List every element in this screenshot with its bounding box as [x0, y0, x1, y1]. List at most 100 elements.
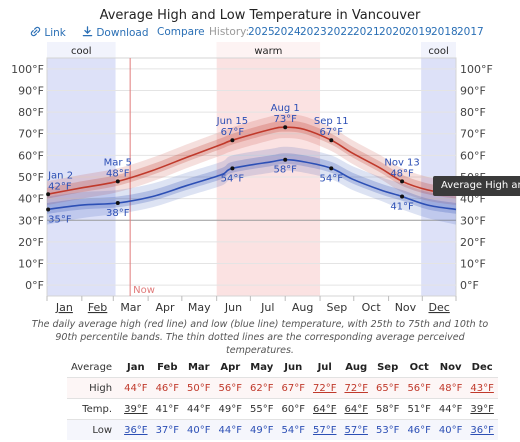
table-cell: 41°F [151, 398, 184, 420]
high-data-point [400, 179, 405, 184]
table-cell: 48°F [434, 377, 467, 399]
y-tick-label-left: 100°F [11, 63, 44, 76]
temperature-chart: cool warm cool 0°F 0°F 10°F 10°F 20°F 20°F 30°F 30… [11, 42, 493, 314]
table-cell: 58°F [371, 398, 404, 420]
table-cell: 57°F [340, 419, 372, 440]
tooltip: Average High and L [433, 176, 520, 196]
table-cell: 62°F [246, 377, 278, 399]
x-tick-label: Nov [395, 301, 417, 314]
year-link-2023[interactable]: 2023 [300, 26, 327, 38]
y-tick-label-right: 30°F [460, 214, 486, 227]
season-band [421, 42, 456, 296]
x-tick-label: Apr [155, 301, 175, 314]
table-cell: 40°F [434, 419, 467, 440]
chart-caption: The daily average high (red line) and lo… [31, 319, 489, 356]
year-link-2019[interactable]: 2019 [405, 26, 432, 38]
y-tick-label-left: 90°F [18, 84, 44, 97]
y-tick-label-right: 10°F [460, 258, 486, 271]
compare-button[interactable]: Compare [157, 26, 205, 38]
table-cell: 36°F [120, 419, 152, 440]
y-tick-label-right: 70°F [460, 128, 486, 141]
season-label-bg [421, 42, 456, 58]
low-series-line [46, 158, 457, 211]
x-tick-label: Jul [260, 301, 274, 314]
table-cell: 44°F [183, 398, 215, 420]
annotation-high-label: 42°F [48, 181, 72, 192]
table-cell: 37°F [151, 419, 184, 440]
y-tick-label-left: 40°F [18, 193, 44, 206]
y-tick-label-left: 10°F [18, 258, 44, 271]
x-tick-label: Aug [292, 301, 313, 314]
table-cell: 36°F [466, 419, 498, 440]
year-link-2020[interactable]: 2020 [379, 26, 406, 38]
annotation-low-label: 54°F [221, 173, 245, 184]
table-corner-label: Average [71, 361, 113, 373]
table-cell: 49°F [246, 419, 278, 440]
table-month-header: Apr [220, 361, 241, 373]
annotation-low-label: 54°F [320, 173, 344, 184]
chart-title: Average High and Low Temperature in Vanc… [99, 8, 421, 23]
table-cell: 67°F [277, 377, 309, 399]
year-link-2025[interactable]: 2025 [248, 26, 275, 38]
history-label: History: [209, 26, 250, 38]
year-link-2022[interactable]: 2022 [327, 26, 354, 38]
table-cell: 39°F [120, 398, 152, 420]
y-tick-label-right: 80°F [460, 106, 486, 119]
table-month-header: Feb [157, 361, 178, 373]
table-row-label: Temp. [67, 398, 121, 420]
x-tick-label: Sep [327, 301, 348, 314]
year-link-2017[interactable]: 2017 [457, 26, 484, 38]
link-button[interactable]: Link [30, 26, 66, 39]
year-link-2021[interactable]: 2021 [353, 26, 380, 38]
x-tick-label: Dec [428, 301, 449, 314]
y-tick-label-left: 20°F [18, 236, 44, 249]
annotation-date-label: Nov 13 [384, 157, 419, 168]
table-cell: 64°F [340, 398, 372, 420]
download-icon [82, 26, 93, 37]
annotation-date-label: Jan 2 [47, 170, 73, 181]
low-data-point [230, 166, 235, 171]
high-p10-p90-band [47, 114, 456, 206]
table-cell: 65°F [371, 377, 404, 399]
table-cell: 43°F [466, 377, 498, 399]
annotation-high-label: 48°F [106, 168, 130, 179]
annotation-low-label: 58°F [273, 165, 297, 176]
table-cell: 39°F [466, 398, 498, 420]
annotation-low-label: 41°F [390, 201, 414, 212]
high-p25-p75-band [47, 120, 456, 199]
high-data-point [115, 179, 120, 184]
season-label: warm [254, 46, 282, 57]
y-tick-label-right: 100°F [460, 63, 493, 76]
table-month-header: Nov [439, 361, 462, 373]
link-icon [30, 26, 41, 37]
x-tick-label: Oct [362, 301, 382, 314]
low-data-point [329, 166, 334, 171]
season-label-bg [47, 42, 116, 58]
season-label: cool [71, 46, 92, 57]
toolbar: Link Download Compare History: 2025 2024… [0, 26, 520, 42]
table-row-temp: Temp. 39°F 41°F 44°F 49°F 55°F 60°F 64°F… [67, 398, 498, 420]
table-cell: 53°F [371, 419, 404, 440]
table-cell: 72°F [308, 377, 341, 399]
table-cell: 49°F [214, 398, 247, 420]
x-tick-label: Feb [88, 301, 107, 314]
table-month-header: Jul [317, 361, 332, 373]
table-cell: 55°F [246, 398, 278, 420]
table-month-header: Aug [345, 361, 368, 373]
y-tick-label-left: 60°F [18, 149, 44, 162]
table-month-header: Jun [284, 361, 303, 373]
table-cell: 44°F [434, 398, 467, 420]
high-series-line [46, 126, 457, 196]
download-button[interactable]: Download [82, 26, 149, 39]
y-tick-label-right: 20°F [460, 236, 486, 249]
year-link-2024[interactable]: 2024 [274, 26, 301, 38]
table-cell: 72°F [340, 377, 372, 399]
x-tick-label: Mar [120, 301, 141, 314]
link-label: Link [44, 27, 66, 39]
low-data-point [283, 157, 288, 162]
table-month-header: Dec [471, 361, 493, 373]
table-month-header: May [250, 361, 274, 373]
year-link-2018[interactable]: 2018 [431, 26, 458, 38]
annotation-date-label: Sep 11 [314, 116, 349, 127]
table-month-header: Oct [409, 361, 429, 373]
